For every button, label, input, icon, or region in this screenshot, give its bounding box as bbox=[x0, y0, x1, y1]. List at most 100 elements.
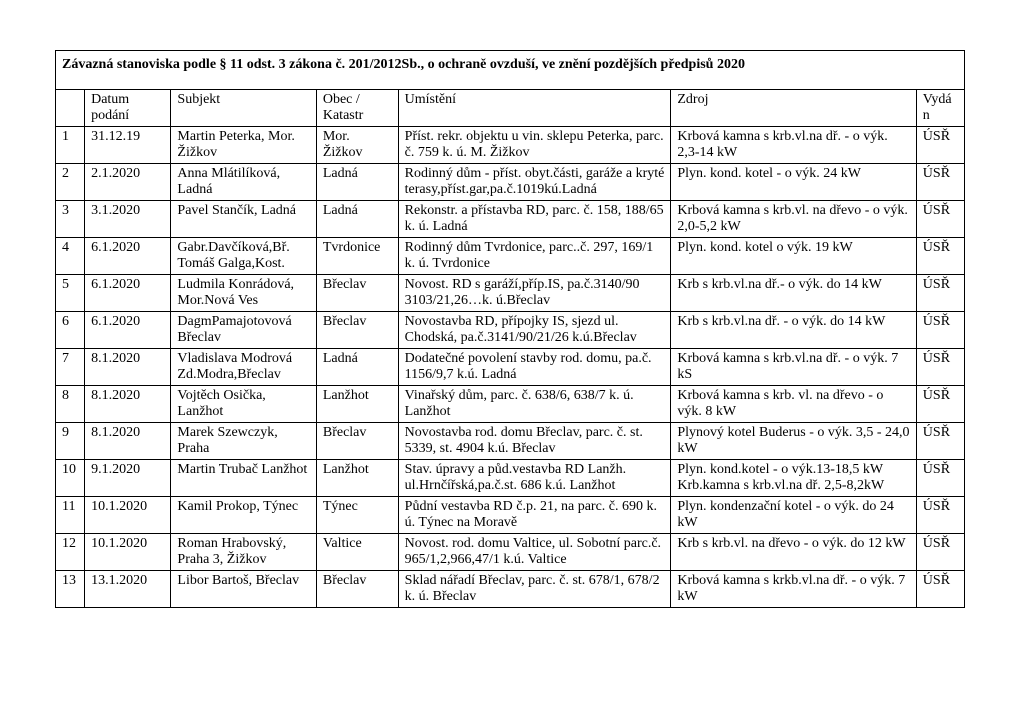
table-cell: Ladná bbox=[316, 349, 398, 386]
table-row: 22.1.2020Anna Mlátilíková, LadnáLadnáRod… bbox=[56, 164, 965, 201]
table-cell: Lanžhot bbox=[316, 386, 398, 423]
table-cell: 13 bbox=[56, 571, 85, 608]
table-cell: 31.12.19 bbox=[85, 127, 171, 164]
table-row: 1210.1.2020Roman Hrabovský, Praha 3, Žiž… bbox=[56, 534, 965, 571]
table-cell: 11 bbox=[56, 497, 85, 534]
table-cell: ÚSŘ bbox=[916, 275, 964, 312]
table-cell: Břeclav bbox=[316, 571, 398, 608]
table-cell: 10 bbox=[56, 460, 85, 497]
table-cell: Plyn. kondenzační kotel - o výk. do 24 k… bbox=[671, 497, 916, 534]
table-cell: Krb s krb.vl. na dřevo - o výk. do 12 kW bbox=[671, 534, 916, 571]
table-row: 66.1.2020DagmPamajotovová BřeclavBřeclav… bbox=[56, 312, 965, 349]
table-title-row: Závazná stanoviska podle § 11 odst. 3 zá… bbox=[56, 51, 965, 90]
table-cell: 7 bbox=[56, 349, 85, 386]
table-cell: 8 bbox=[56, 386, 85, 423]
column-header: Umístění bbox=[398, 90, 671, 127]
table-cell: Ladná bbox=[316, 164, 398, 201]
table-cell: Tvrdonice bbox=[316, 238, 398, 275]
table-cell: Příst. rekr. objektu u vin. sklepu Peter… bbox=[398, 127, 671, 164]
table-cell: Krb s krb.vl.na dř. - o výk. do 14 kW bbox=[671, 312, 916, 349]
column-header: Subjekt bbox=[171, 90, 316, 127]
table-cell: 4 bbox=[56, 238, 85, 275]
table-cell: Týnec bbox=[316, 497, 398, 534]
table-cell: Gabr.Davčíková,Bř. Tomáš Galga,Kost. bbox=[171, 238, 316, 275]
table-cell: ÚSŘ bbox=[916, 534, 964, 571]
table-cell: Dodatečné povolení stavby rod. domu, pa.… bbox=[398, 349, 671, 386]
table-cell: 3 bbox=[56, 201, 85, 238]
table-row: 88.1.2020Vojtěch Osička, LanžhotLanžhotV… bbox=[56, 386, 965, 423]
table-cell: Martin Peterka, Mor. Žižkov bbox=[171, 127, 316, 164]
table-cell: Vladislava Modrová Zd.Modra,Břeclav bbox=[171, 349, 316, 386]
table-cell: 3.1.2020 bbox=[85, 201, 171, 238]
table-cell: Krbová kamna s krkb.vl.na dř. - o výk. 7… bbox=[671, 571, 916, 608]
table-cell: ÚSŘ bbox=[916, 349, 964, 386]
table-cell: Krb s krb.vl.na dř.- o výk. do 14 kW bbox=[671, 275, 916, 312]
table-cell: Plyn. kond. kotel - o výk. 24 kW bbox=[671, 164, 916, 201]
table-cell: Libor Bartoš, Břeclav bbox=[171, 571, 316, 608]
table-cell: Krbová kamna s krb.vl.na dř. - o výk. 2,… bbox=[671, 127, 916, 164]
table-cell: Vojtěch Osička, Lanžhot bbox=[171, 386, 316, 423]
table-cell: Novost. rod. domu Valtice, ul. Sobotní p… bbox=[398, 534, 671, 571]
table-cell: 9.1.2020 bbox=[85, 460, 171, 497]
table-cell: Mor. Žižkov bbox=[316, 127, 398, 164]
table-cell: 8.1.2020 bbox=[85, 386, 171, 423]
table-cell: Novostavba RD, přípojky IS, sjezd ul. Ch… bbox=[398, 312, 671, 349]
table-cell: ÚSŘ bbox=[916, 386, 964, 423]
table-cell: Ludmila Konrádová, Mor.Nová Ves bbox=[171, 275, 316, 312]
table-row: 33.1.2020Pavel Stančík, LadnáLadnáRekons… bbox=[56, 201, 965, 238]
table-cell: ÚSŘ bbox=[916, 127, 964, 164]
table-row: 1313.1.2020Libor Bartoš, BřeclavBřeclavS… bbox=[56, 571, 965, 608]
table-cell: 1 bbox=[56, 127, 85, 164]
table-row: 1110.1.2020Kamil Prokop, TýnecTýnecPůdní… bbox=[56, 497, 965, 534]
binding-opinions-table: Závazná stanoviska podle § 11 odst. 3 zá… bbox=[55, 50, 965, 608]
column-header: Zdroj bbox=[671, 90, 916, 127]
table-cell: Sklad nářadí Břeclav, parc. č. st. 678/1… bbox=[398, 571, 671, 608]
table-cell: Plyn. kond.kotel - o výk.13-18,5 kW Krb.… bbox=[671, 460, 916, 497]
table-cell: Plynový kotel Buderus - o výk. 3,5 - 24,… bbox=[671, 423, 916, 460]
table-cell: Plyn. kond. kotel o výk. 19 kW bbox=[671, 238, 916, 275]
table-cell: 12 bbox=[56, 534, 85, 571]
table-cell: ÚSŘ bbox=[916, 497, 964, 534]
table-cell: ÚSŘ bbox=[916, 238, 964, 275]
table-header-row: Datum podáníSubjektObec / KatastrUmístěn… bbox=[56, 90, 965, 127]
table-cell: 2 bbox=[56, 164, 85, 201]
table-cell: ÚSŘ bbox=[916, 164, 964, 201]
table-cell: 8.1.2020 bbox=[85, 349, 171, 386]
table-cell: Martin Trubač Lanžhot bbox=[171, 460, 316, 497]
table-cell: Lanžhot bbox=[316, 460, 398, 497]
table-cell: 6 bbox=[56, 312, 85, 349]
table-cell: Marek Szewczyk, Praha bbox=[171, 423, 316, 460]
table-cell: 6.1.2020 bbox=[85, 275, 171, 312]
table-cell: 6.1.2020 bbox=[85, 238, 171, 275]
table-row: 78.1.2020Vladislava Modrová Zd.Modra,Bře… bbox=[56, 349, 965, 386]
table-row: 98.1.2020Marek Szewczyk, PrahaBřeclavNov… bbox=[56, 423, 965, 460]
table-cell: 5 bbox=[56, 275, 85, 312]
column-header: Vydán bbox=[916, 90, 964, 127]
table-cell: 13.1.2020 bbox=[85, 571, 171, 608]
table-cell: ÚSŘ bbox=[916, 201, 964, 238]
column-header: Obec / Katastr bbox=[316, 90, 398, 127]
table-cell: ÚSŘ bbox=[916, 460, 964, 497]
table-row: 46.1.2020Gabr.Davčíková,Bř. Tomáš Galga,… bbox=[56, 238, 965, 275]
table-cell: DagmPamajotovová Břeclav bbox=[171, 312, 316, 349]
table-cell: 2.1.2020 bbox=[85, 164, 171, 201]
table-cell: Rodinný dům Tvrdonice, parc..č. 297, 169… bbox=[398, 238, 671, 275]
table-cell: Novostavba rod. domu Břeclav, parc. č. s… bbox=[398, 423, 671, 460]
table-cell: ÚSŘ bbox=[916, 312, 964, 349]
table-cell: Valtice bbox=[316, 534, 398, 571]
table-cell: Novost. RD s garáží,příp.IS, pa.č.3140/9… bbox=[398, 275, 671, 312]
table-cell: Pavel Stančík, Ladná bbox=[171, 201, 316, 238]
table-cell: 6.1.2020 bbox=[85, 312, 171, 349]
table-cell: Břeclav bbox=[316, 275, 398, 312]
table-cell: Rekonstr. a přístavba RD, parc. č. 158, … bbox=[398, 201, 671, 238]
table-cell: 9 bbox=[56, 423, 85, 460]
table-cell: ÚSŘ bbox=[916, 423, 964, 460]
table-cell: Ladná bbox=[316, 201, 398, 238]
table-cell: Stav. úpravy a půd.vestavba RD Lanžh. ul… bbox=[398, 460, 671, 497]
column-header bbox=[56, 90, 85, 127]
table-cell: Roman Hrabovský, Praha 3, Žižkov bbox=[171, 534, 316, 571]
column-header: Datum podání bbox=[85, 90, 171, 127]
table-cell: Krbová kamna s krb. vl. na dřevo - o výk… bbox=[671, 386, 916, 423]
table-cell: Půdní vestavba RD č.p. 21, na parc. č. 6… bbox=[398, 497, 671, 534]
table-cell: 10.1.2020 bbox=[85, 497, 171, 534]
